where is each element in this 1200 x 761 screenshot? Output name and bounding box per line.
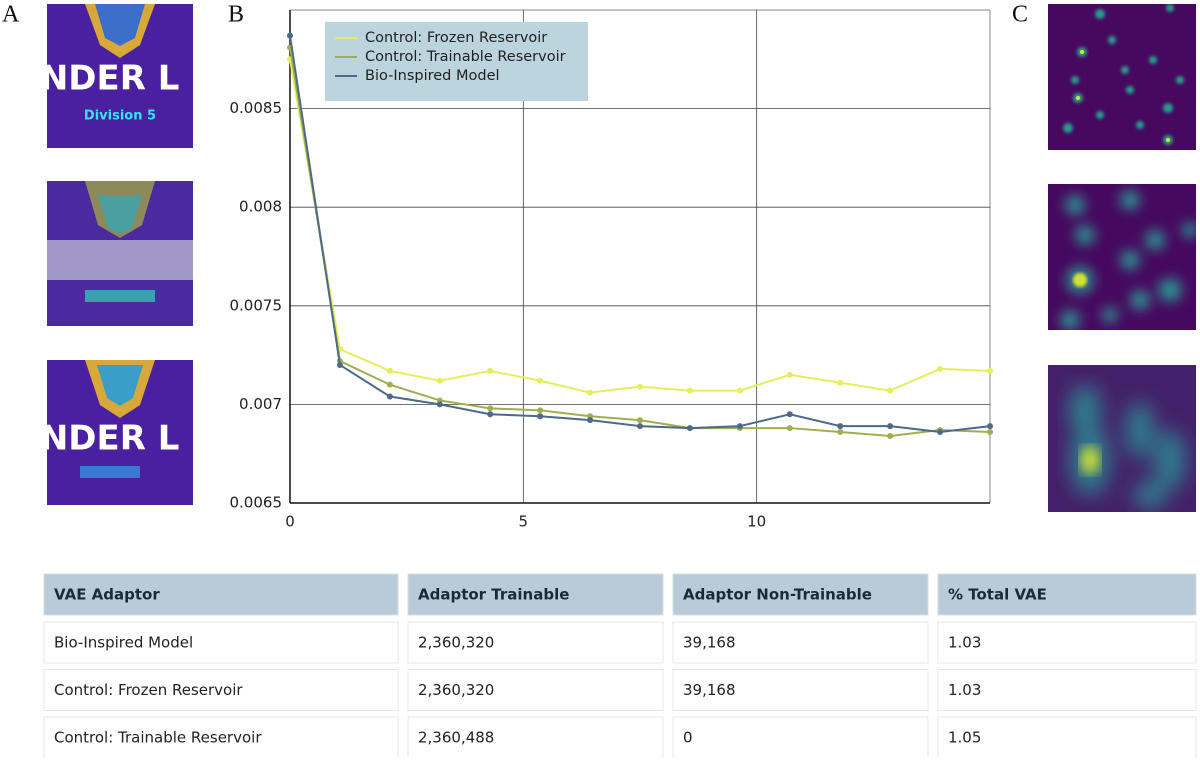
data-point <box>386 381 393 388</box>
table-cell <box>937 669 1197 711</box>
legend-label: Bio-Inspired Model <box>365 68 500 84</box>
data-point <box>686 387 693 394</box>
x-tick-label: 5 <box>519 513 529 531</box>
series-line <box>289 59 991 394</box>
data-point <box>887 387 894 394</box>
data-point <box>937 429 944 436</box>
data-point <box>587 417 594 424</box>
data-point <box>837 379 844 386</box>
table-cell <box>43 621 399 664</box>
image-text: Division 5 <box>84 109 156 124</box>
data-point <box>487 367 494 374</box>
image-a3: ENDER L <box>17 360 193 505</box>
data-point <box>887 432 894 439</box>
table-cell <box>407 621 664 664</box>
data-point <box>436 377 443 384</box>
table-cell <box>937 621 1197 664</box>
table-cell <box>937 716 1197 759</box>
data-point <box>837 429 844 436</box>
cell-text: 2,360,488 <box>418 729 494 747</box>
x-tick-label: 10 <box>747 513 766 531</box>
data-point <box>837 423 844 430</box>
x-tick-label: 0 <box>285 513 295 531</box>
data-point <box>987 423 993 430</box>
table-cell <box>43 716 399 759</box>
table-cell <box>672 621 929 664</box>
heatmap-1 <box>1048 4 1196 150</box>
image-a2 <box>47 181 193 326</box>
legend-label: Control: Trainable Reservoir <box>365 49 566 65</box>
data-point <box>487 411 494 418</box>
data-point <box>786 425 793 432</box>
data-point <box>287 32 293 39</box>
header-cell <box>937 573 1197 616</box>
cell-text: 0 <box>683 729 693 747</box>
data-point <box>637 383 643 390</box>
cell-text: 2,360,320 <box>418 634 494 652</box>
data-point <box>537 377 544 384</box>
table-cell <box>43 669 399 711</box>
cell-text: 2,360,320 <box>418 681 494 699</box>
data-point <box>887 423 894 430</box>
header-cell <box>43 573 399 616</box>
data-point <box>336 361 343 368</box>
y-tick-label: 0.0075 <box>230 296 283 314</box>
header-text: % Total VAE <box>948 586 1047 604</box>
data-point <box>736 387 743 394</box>
image-text: ENDER L <box>17 59 180 99</box>
line-chart: 0.0065 0.007 0.0075 0.008 0.0085 0 5 10 Control:… <box>230 9 993 531</box>
data-point <box>637 417 643 424</box>
cell-text: 1.03 <box>948 634 981 652</box>
y-tick-label: 0.0085 <box>230 99 283 117</box>
y-tick-label: 0.0065 <box>230 494 283 512</box>
image-text: ENDER L <box>17 419 180 459</box>
heatmap-3 <box>1048 365 1196 512</box>
header-text: Adaptor Trainable <box>418 586 569 604</box>
data-point <box>987 429 993 436</box>
panel-label: B <box>228 2 244 28</box>
legend-box <box>325 22 588 101</box>
data-point <box>436 401 443 408</box>
heatmap-2 <box>1048 184 1196 330</box>
table-cell <box>407 669 664 711</box>
header-cell <box>407 573 664 616</box>
data-point <box>587 389 594 396</box>
y-tick-label: 0.007 <box>239 395 282 413</box>
data-point <box>386 367 393 374</box>
data-point <box>937 365 944 372</box>
cell-text: 1.03 <box>948 681 981 699</box>
image-a1: ENDER L Division 5 <box>17 4 193 148</box>
cell-text: 1.05 <box>948 729 981 747</box>
data-point <box>786 371 793 378</box>
cell-text: 39,168 <box>683 634 736 652</box>
header-text: Adaptor Non-Trainable <box>683 586 872 604</box>
cell-text: Control: Frozen Reservoir <box>54 681 243 699</box>
header-cell <box>672 573 929 616</box>
data-point <box>537 407 544 414</box>
data-point <box>537 413 544 420</box>
panel-label: C <box>1012 2 1028 28</box>
table: VAE Adaptor Adaptor Trainable Adaptor Non-… <box>43 573 1197 759</box>
panel-label: A <box>2 2 20 28</box>
table-cell <box>672 716 929 759</box>
header-text: VAE Adaptor <box>54 586 160 604</box>
legend-label: Control: Frozen Reservoir <box>365 30 547 46</box>
data-point <box>987 367 993 374</box>
data-point <box>487 405 494 412</box>
data-point <box>386 393 393 400</box>
cell-text: Control: Trainable Reservoir <box>54 729 262 747</box>
y-tick-label: 0.008 <box>239 198 282 216</box>
data-point <box>637 423 643 430</box>
table-cell <box>672 669 929 711</box>
cell-text: Bio-Inspired Model <box>54 634 193 652</box>
data-point <box>686 425 693 432</box>
data-point <box>736 423 743 430</box>
data-point <box>786 411 793 418</box>
cell-text: 39,168 <box>683 681 736 699</box>
series-line <box>289 47 991 437</box>
